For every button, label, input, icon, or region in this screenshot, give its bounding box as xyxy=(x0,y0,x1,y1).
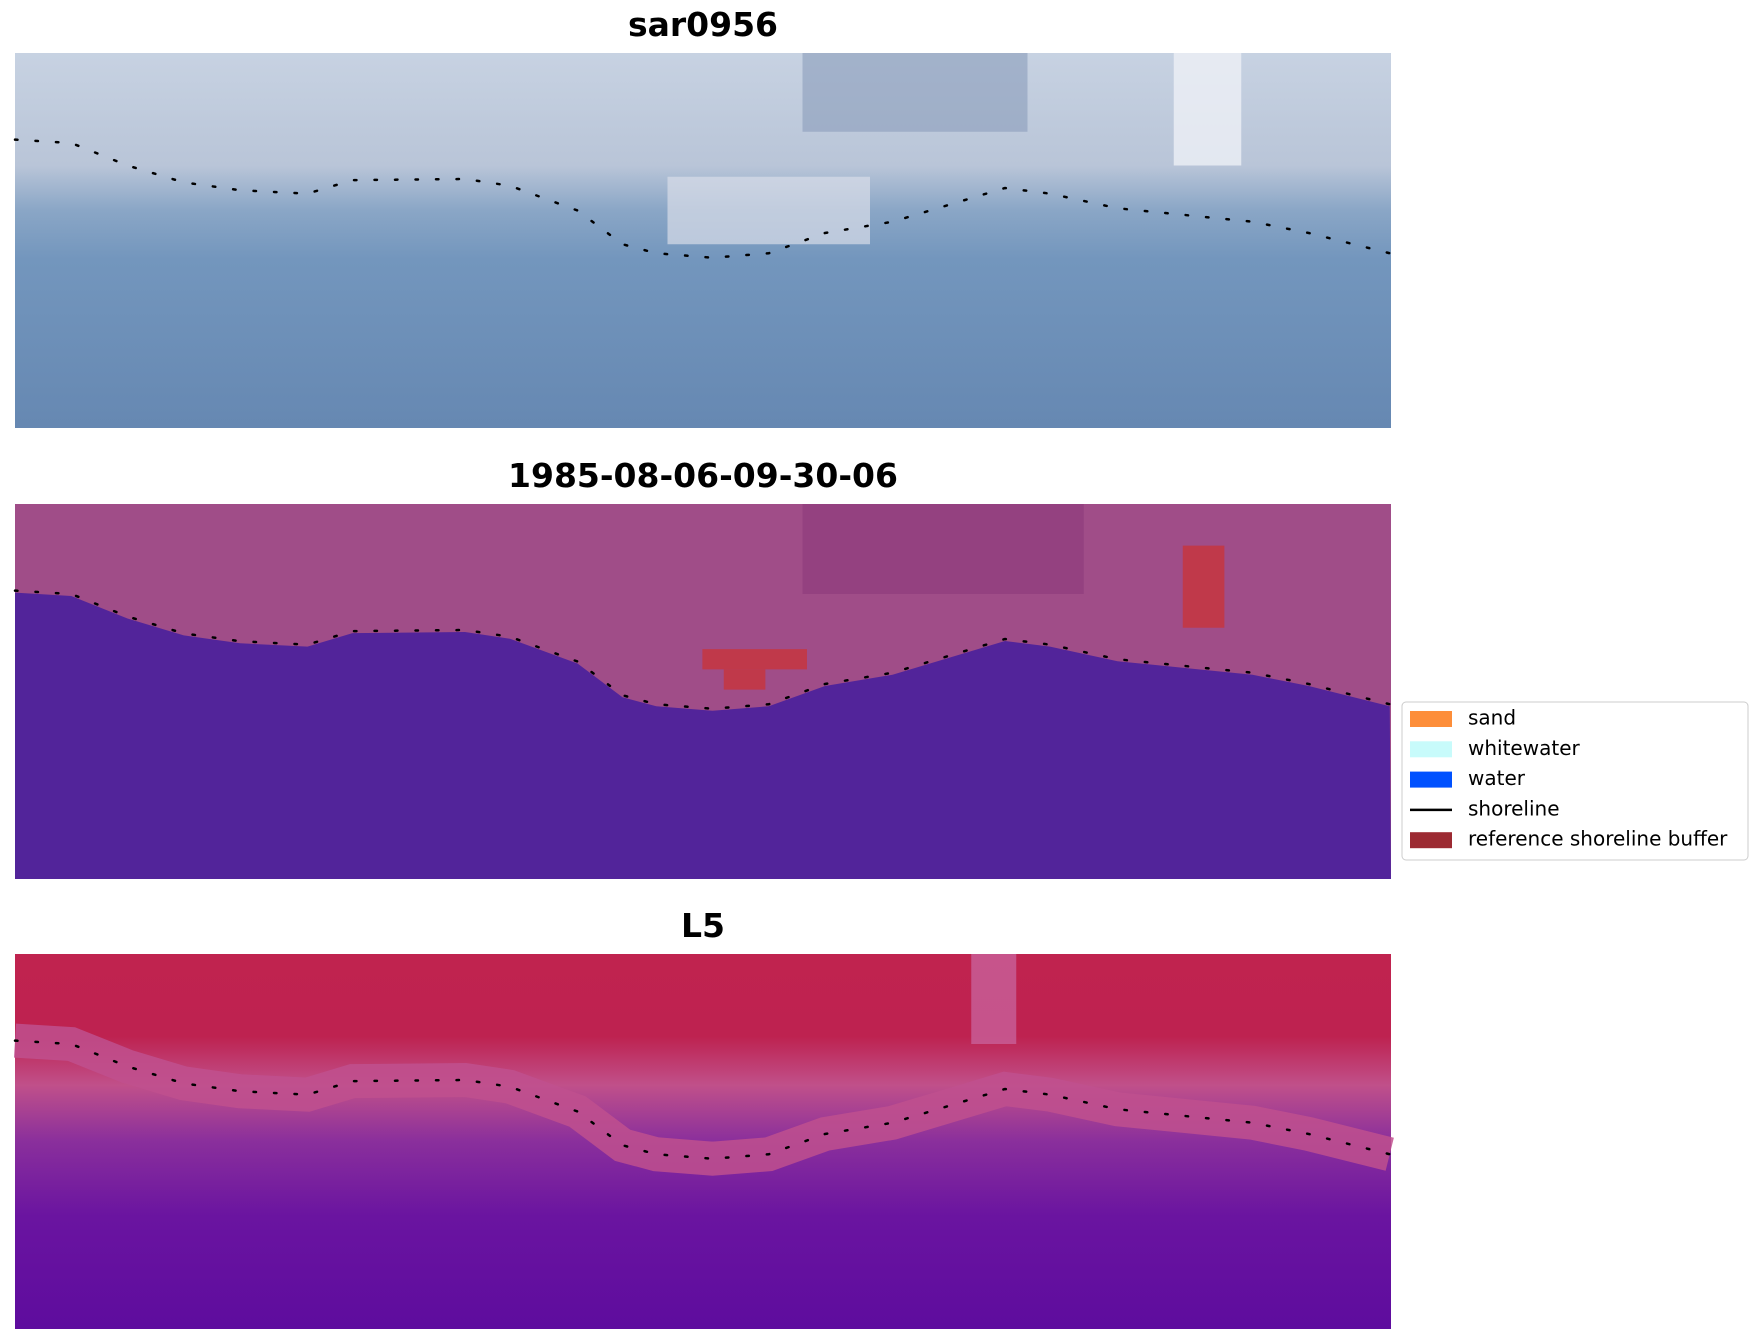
legend-swatch xyxy=(1410,771,1452,788)
legend-label: shoreline xyxy=(1468,796,1560,820)
shoreline xyxy=(13,138,1391,260)
legend-label: reference shoreline buffer xyxy=(1468,827,1728,851)
legend-items: sand whitewater water shoreline reference sh… xyxy=(1410,706,1728,851)
bright-patch xyxy=(667,176,870,245)
legend-label: whitewater xyxy=(1468,736,1580,760)
dark-patch xyxy=(802,504,1084,594)
panel-title: 1985-08-06-09-30-06 xyxy=(508,456,898,495)
legend-swatch xyxy=(1410,832,1452,849)
shoreline xyxy=(13,589,1391,711)
buffer-patch xyxy=(702,649,807,670)
buffer-patch xyxy=(1182,545,1225,628)
bright-patch xyxy=(971,954,1017,1044)
panels: sar0956 1985-08-06-09-30-06 L5 xyxy=(13,5,1394,1329)
legend: sand whitewater water shoreline reference sh… xyxy=(1401,701,1749,861)
water xyxy=(15,592,1391,879)
legend-swatch xyxy=(1410,711,1452,727)
legend-swatch xyxy=(1410,741,1452,758)
buffer-patch xyxy=(723,669,766,690)
panel-title: L5 xyxy=(681,906,725,945)
shoreline xyxy=(13,1039,1391,1161)
legend-label: water xyxy=(1468,766,1526,790)
panel-title: sar0956 xyxy=(628,5,778,44)
legend-box xyxy=(1401,701,1749,861)
bright-patch xyxy=(1173,53,1242,166)
legend-label: sand xyxy=(1468,706,1516,730)
dark-patch xyxy=(802,53,1028,132)
